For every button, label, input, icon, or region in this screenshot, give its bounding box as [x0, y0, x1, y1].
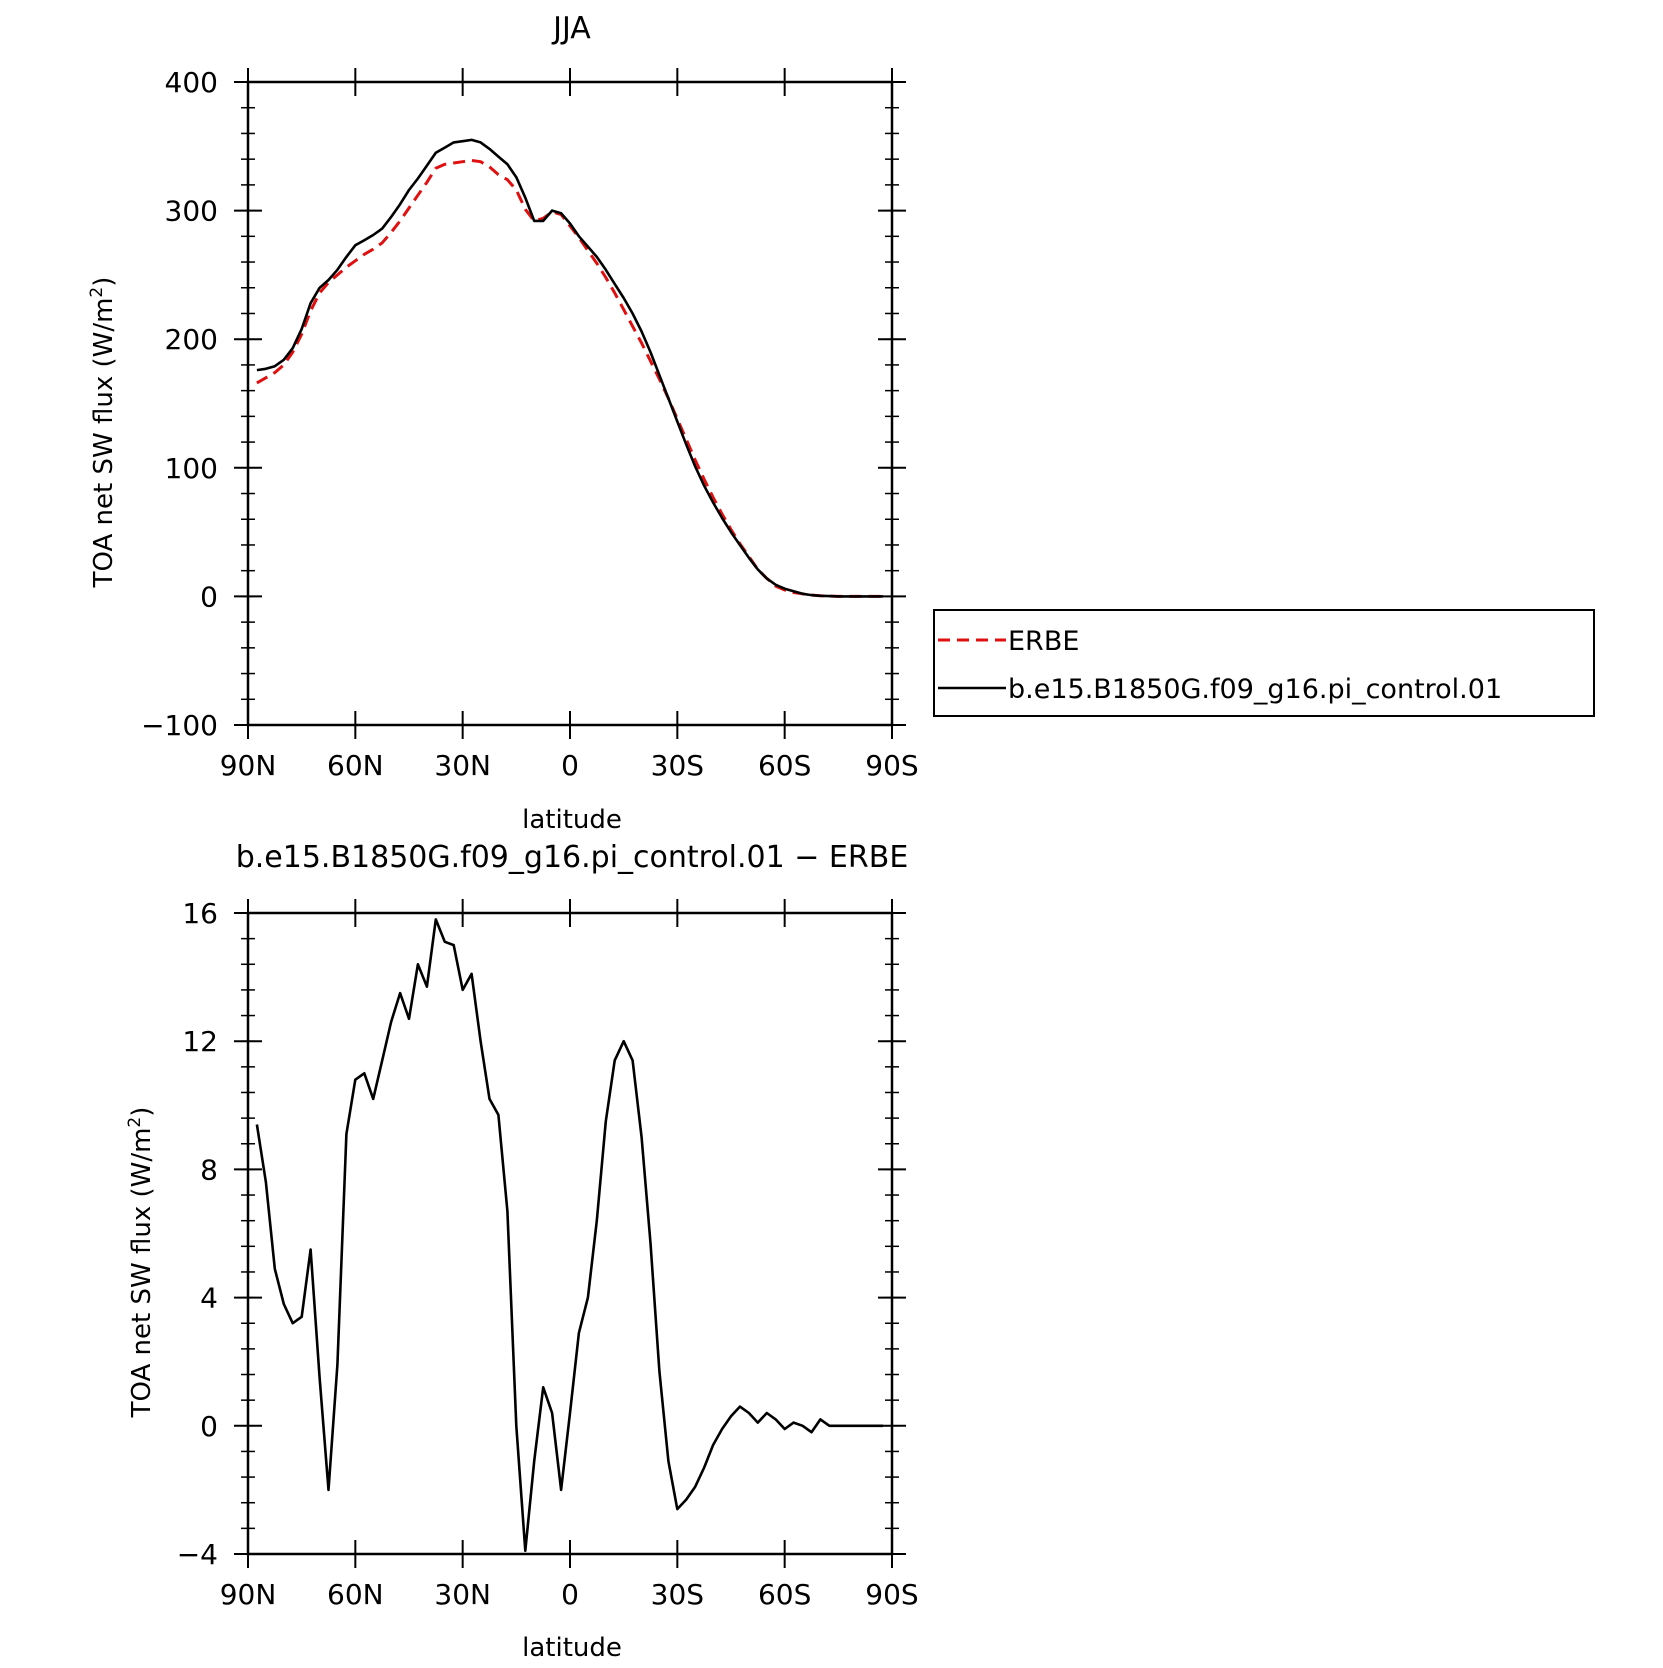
bottom-y-axis-label: TOA net SW flux (W/m2) [125, 1107, 157, 1419]
x-tick-label: 90S [865, 749, 918, 782]
x-tick-label: 30S [651, 749, 704, 782]
x-tick-label: 90N [220, 1578, 277, 1611]
y-tick-label: 0 [200, 1410, 218, 1443]
x-tick-label: 60N [327, 1578, 384, 1611]
y-tick-label: 200 [165, 323, 218, 356]
series-line-erbe [256, 158, 884, 598]
x-tick-label: 90S [865, 1578, 918, 1611]
x-tick-label: 30S [651, 1578, 704, 1611]
top-y-axis-label-sup: 2 [87, 287, 107, 298]
top-tick-labels: 90N 60N 30N 0 30S 60S 90S −100 0 100 200 300 400 [141, 66, 919, 782]
top-plot-frame [246, 80, 894, 727]
bottom-chart-title: b.e15.B1850G.f09_g16.pi_control.01 − ERB… [236, 840, 909, 875]
bottom-y-axis-label-sup: 2 [125, 1117, 145, 1128]
y-tick-label: 12 [182, 1025, 218, 1058]
y-tick-label: 100 [165, 452, 218, 485]
series-line-model [256, 138, 884, 598]
y-tick-label: 300 [165, 195, 218, 228]
bottom-x-axis-label: latitude [522, 1633, 622, 1663]
y-tick-label: 4 [200, 1282, 218, 1315]
bottom-y-axis-label-main: TOA net SW flux (W/m [127, 1128, 157, 1419]
y-tick-label: 16 [182, 897, 218, 930]
y-tick-label: 400 [165, 66, 218, 99]
x-tick-label: 0 [561, 1578, 579, 1611]
bottom-series [255, 918, 884, 1553]
series-line-difference [255, 918, 884, 1553]
top-y-axis-label-main: TOA net SW flux (W/m [89, 298, 119, 589]
x-tick-label: 60N [327, 749, 384, 782]
top-chart-title: JJA [551, 11, 591, 46]
bottom-ticks [234, 899, 906, 1568]
x-tick-label: 60S [758, 749, 811, 782]
top-y-axis-label-end: ) [89, 277, 119, 287]
x-tick-label: 60S [758, 1578, 811, 1611]
y-tick-label: 8 [200, 1153, 218, 1186]
x-tick-label: 0 [561, 749, 579, 782]
top-series [256, 138, 884, 598]
top-ticks [234, 68, 906, 739]
bottom-y-axis-label-end: ) [127, 1107, 157, 1117]
legend: ERBE b.e15.B1850G.f09_g16.pi_control.01 [933, 609, 1595, 717]
legend-label-model: b.e15.B1850G.f09_g16.pi_control.01 [1008, 674, 1502, 705]
x-tick-label: 30N [434, 1578, 491, 1611]
legend-box [933, 609, 1595, 717]
x-tick-label: 90N [220, 749, 277, 782]
top-panel: JJA 90N 60N 30N 0 30S 60S 90S −100 0 100 200 300 400… [87, 11, 1595, 835]
y-tick-label: −100 [141, 709, 218, 742]
legend-label-erbe: ERBE [1008, 626, 1079, 657]
top-x-axis-label: latitude [522, 805, 622, 835]
x-tick-label: 30N [434, 749, 491, 782]
top-y-axis-label: TOA net SW flux (W/m2) [87, 277, 119, 589]
bottom-panel: b.e15.B1850G.f09_g16.pi_control.01 − ERB… [125, 840, 919, 1663]
bottom-plot-frame [246, 911, 894, 1556]
bottom-tick-labels: 90N 60N 30N 0 30S 60S 90S −4 0 4 8 12 16 [177, 897, 919, 1611]
y-tick-label: −4 [177, 1538, 218, 1571]
y-tick-label: 0 [200, 580, 218, 613]
